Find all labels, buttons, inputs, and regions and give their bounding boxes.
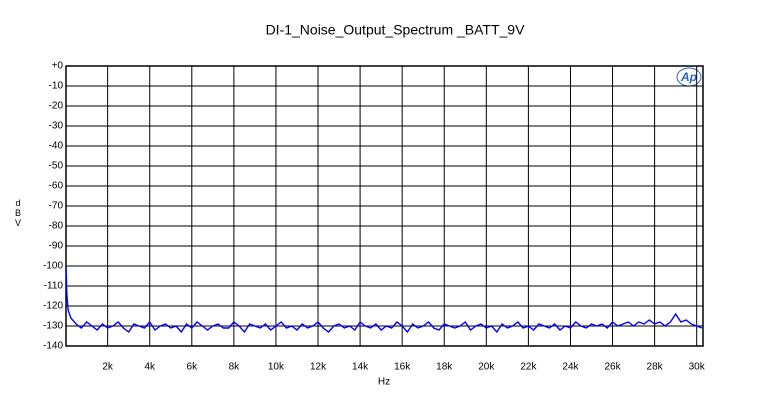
x-tick-label: 14k (352, 362, 369, 373)
y-tick-label: -140 (43, 341, 63, 352)
y-tick-label: -80 (49, 221, 64, 232)
y-tick-label: -50 (49, 161, 64, 172)
y-tick-label: -60 (49, 181, 64, 192)
plot-frame (65, 65, 704, 347)
x-tick-label: 18k (436, 362, 453, 373)
y-tick-label: -40 (49, 141, 64, 152)
y-tick-label: -70 (49, 201, 64, 212)
y-tick-label: +0 (52, 61, 64, 72)
x-tick-label: 10k (268, 362, 285, 373)
y-tick-label: -90 (49, 241, 64, 252)
y-tick-label: -120 (43, 301, 63, 312)
logo: Ap (680, 70, 697, 84)
x-tick-label: 20k (478, 362, 495, 373)
x-axis-label: Hz (378, 377, 390, 388)
chart-title: DI-1_Noise_Output_Spectrum _BATT_9V (266, 22, 526, 38)
x-tick-label: 16k (394, 362, 411, 373)
x-tick-label: 8k (229, 362, 241, 373)
x-tick-label: 24k (562, 362, 579, 373)
x-tick-label: 2k (102, 362, 114, 373)
y-tick-label: -110 (44, 281, 64, 292)
y-tick-label: -30 (49, 121, 64, 132)
x-tick-label: 30k (689, 362, 706, 373)
y-axis-label: dBV (13, 198, 23, 228)
x-tick-label: 12k (310, 362, 327, 373)
y-tick-label: -100 (43, 261, 63, 272)
y-tick-label: -10 (49, 81, 64, 92)
y-tick-label: -130 (43, 321, 63, 332)
y-tick-label: -20 (49, 101, 64, 112)
series-line (65, 265, 703, 334)
x-tick-label: 26k (604, 362, 621, 373)
x-tick-label: 28k (647, 362, 664, 373)
x-tick-label: 4k (144, 362, 156, 373)
x-tick-label: 6k (187, 362, 199, 373)
x-tick-label: 22k (520, 362, 537, 373)
